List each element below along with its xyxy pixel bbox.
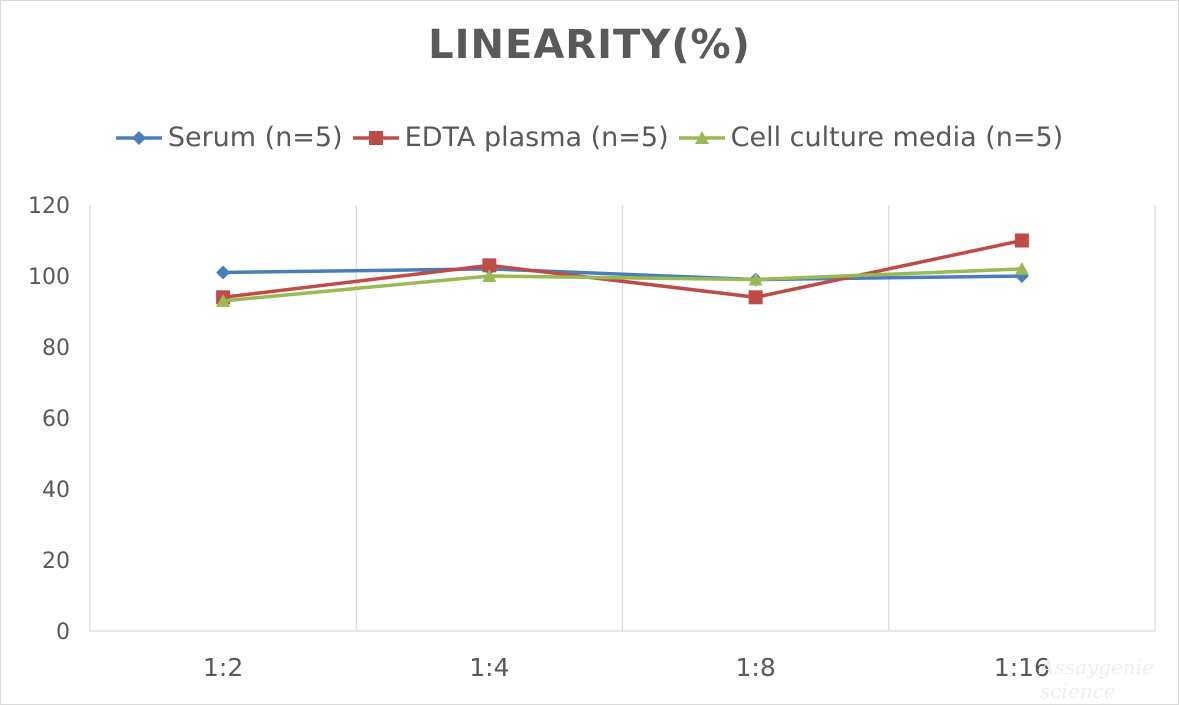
y-tick-label: 0 xyxy=(56,620,70,645)
y-tick-label: 80 xyxy=(42,336,70,361)
data-point-cell-culture-media xyxy=(482,269,497,282)
legend-swatch-cell-culture-media xyxy=(678,130,725,144)
data-point-edta-plasma xyxy=(1014,233,1029,248)
x-tick-label: 1:2 xyxy=(203,653,243,682)
legend-label-edta-plasma: EDTA plasma (n=5) xyxy=(404,122,669,153)
y-tick-label: 60 xyxy=(42,407,70,432)
legend-item-edta-plasma: EDTA plasma (n=5) xyxy=(352,122,669,153)
watermark: Assaygenie science xyxy=(1040,655,1154,703)
y-tick-label: 40 xyxy=(42,478,70,503)
series-line-cell-culture-media xyxy=(222,267,1022,303)
series-line-edta-plasma xyxy=(222,238,1023,300)
data-point-cell-culture-media xyxy=(1014,261,1029,275)
legend-item-serum: Serum (n=5) xyxy=(115,122,343,153)
data-point-edta-plasma xyxy=(748,290,763,305)
data-point-cell-culture-media xyxy=(216,293,231,307)
x-tick-label: 1:4 xyxy=(469,653,509,682)
legend-label-serum: Serum (n=5) xyxy=(167,122,343,153)
y-tick-label: 120 xyxy=(28,194,70,219)
legend-item-cell-culture-media: Cell culture media (n=5) xyxy=(678,122,1064,153)
legend-swatch-edta-plasma xyxy=(352,130,399,145)
data-point-edta-plasma xyxy=(482,258,497,273)
chart-legend: Serum (n=5) EDTA plasma (n=5) Cell cultu… xyxy=(0,122,1179,153)
y-tick-label: 20 xyxy=(42,549,70,574)
data-point-cell-culture-media xyxy=(748,272,763,286)
series-line-serum xyxy=(223,267,1022,282)
x-tick-label: 1:16 xyxy=(994,653,1050,682)
chart-title: LINEARITY(%) xyxy=(428,22,751,68)
y-tick-label: 100 xyxy=(28,265,70,290)
legend-swatch-serum xyxy=(115,130,162,145)
x-tick-label: 1:8 xyxy=(736,653,776,682)
legend-label-cell-culture-media: Cell culture media (n=5) xyxy=(730,122,1064,153)
data-point-serum xyxy=(216,265,231,280)
